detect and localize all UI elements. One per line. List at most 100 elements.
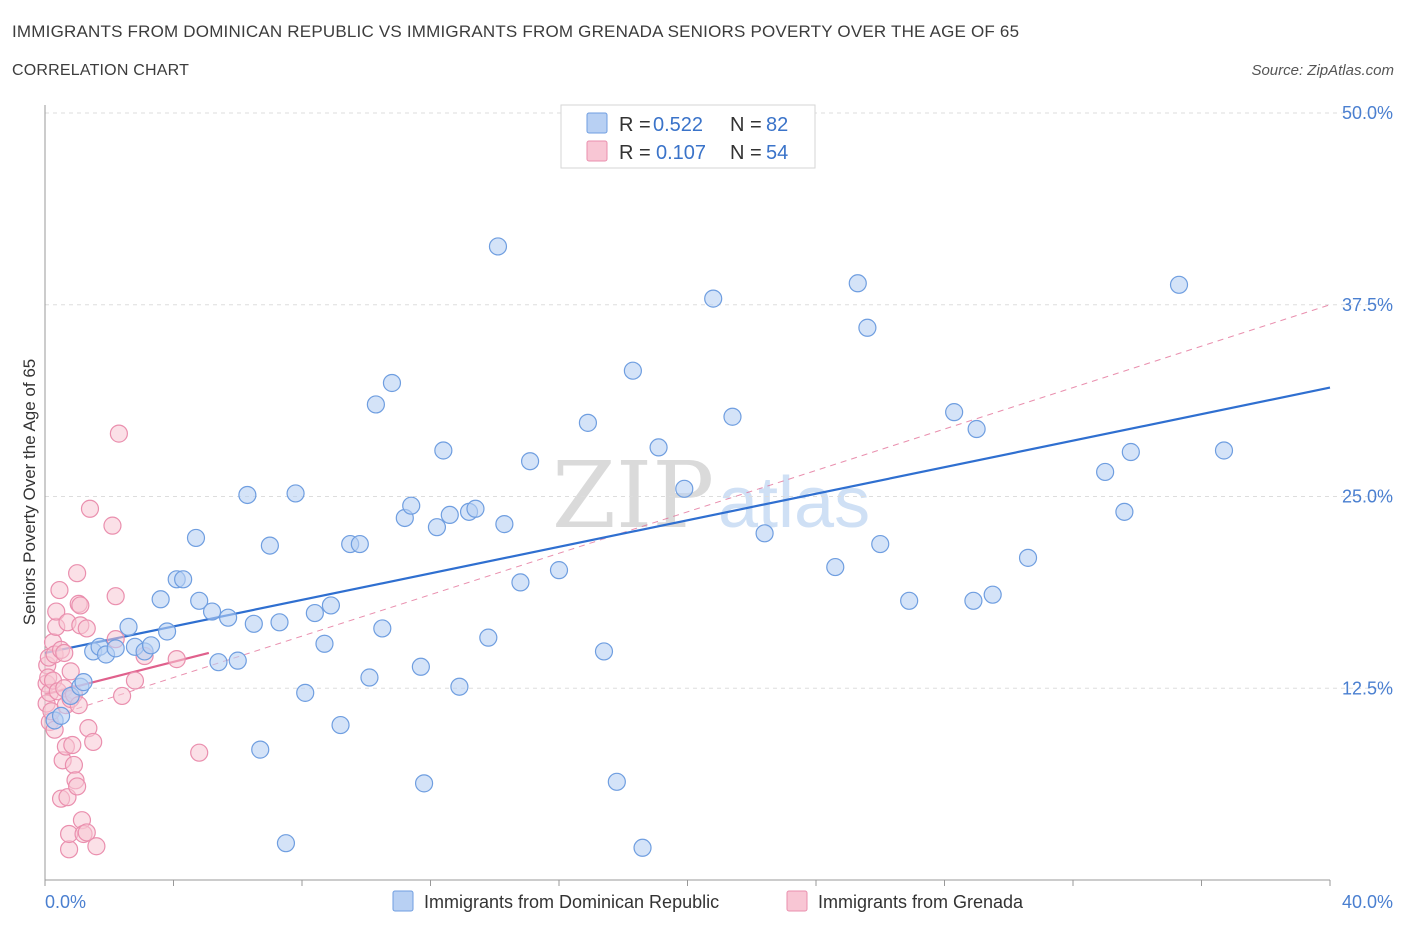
x-tick-label-min: 0.0% xyxy=(45,892,86,912)
dominican-point xyxy=(871,534,890,554)
dominican-point xyxy=(945,403,964,422)
y-tick-label: 50.0% xyxy=(1342,103,1393,123)
dominican-point xyxy=(202,602,222,621)
dominican-point xyxy=(520,452,540,471)
dominican-point xyxy=(1121,442,1140,462)
dominican-point xyxy=(450,677,469,696)
grenada-point xyxy=(109,424,128,443)
dominican-point xyxy=(858,318,877,337)
gridlines xyxy=(45,112,1390,689)
dominican-points xyxy=(45,237,1234,857)
dominican-point xyxy=(649,438,668,457)
y-tick-label: 25.0% xyxy=(1342,487,1393,507)
legend-item-grenada: Immigrants from Grenada xyxy=(818,892,1024,912)
dominican-point xyxy=(1169,275,1189,294)
grenada-point xyxy=(167,650,186,669)
dominican-point xyxy=(495,515,514,534)
dominican-point xyxy=(190,591,209,610)
legend-item-dominican-swatch xyxy=(392,890,414,912)
source-credit: Source: ZipAtlas.com xyxy=(1251,62,1394,79)
dominican-point xyxy=(967,419,986,439)
dominican-point xyxy=(286,484,305,503)
dominican-point xyxy=(244,614,263,633)
grenada-point xyxy=(77,619,96,638)
dominican-point xyxy=(106,639,125,658)
legend-item-dominican: Immigrants from Dominican Republic xyxy=(424,892,719,912)
dominican-point xyxy=(174,570,193,589)
grenada-point xyxy=(84,732,103,752)
grenada-point xyxy=(63,735,82,755)
dominican-point xyxy=(366,395,385,414)
dominican-point xyxy=(607,772,626,791)
grenada-point xyxy=(77,823,96,842)
dominican-point xyxy=(331,715,350,735)
grenada-point xyxy=(125,671,145,690)
legend-item-grenada-swatch xyxy=(786,890,808,912)
dominican-point xyxy=(51,706,71,725)
dominican-point xyxy=(440,505,459,525)
dominican-point xyxy=(238,485,257,505)
x-tick-label-max: 40.0% xyxy=(1342,892,1393,912)
grenada-point xyxy=(190,743,209,762)
dominican-point xyxy=(186,528,206,548)
dominican-point xyxy=(350,534,369,554)
dominican-point xyxy=(900,591,919,610)
dominican-point xyxy=(1115,502,1134,521)
grenada-point xyxy=(71,596,90,615)
dominican-point xyxy=(219,608,238,627)
dominican-point xyxy=(704,289,723,308)
grenada-point xyxy=(80,499,100,518)
dominican-point xyxy=(826,557,845,577)
dominican-point xyxy=(983,585,1002,604)
dominican-trend-line xyxy=(44,386,1331,655)
dominican-point xyxy=(549,561,569,580)
legend-n-label-pink: N = xyxy=(730,142,762,164)
grenada-points xyxy=(37,424,209,859)
dominican-point xyxy=(276,834,296,853)
dominican-point xyxy=(119,617,138,636)
legend-n-label-blue: N = xyxy=(730,114,762,136)
grenada-point xyxy=(61,662,80,681)
grenada-point xyxy=(59,840,79,859)
dominican-point xyxy=(633,838,652,857)
dominican-point xyxy=(402,496,421,515)
dominican-point xyxy=(623,361,642,380)
dominican-point xyxy=(360,668,379,687)
legend-n-value-blue: 82 xyxy=(766,114,788,136)
dominican-point xyxy=(1214,441,1234,460)
grenada-point xyxy=(87,837,106,856)
dominican-point xyxy=(411,657,430,676)
y-axis-title: Seniors Poverty Over the Age of 65 xyxy=(20,359,39,625)
dominican-point xyxy=(414,774,434,793)
dominican-point xyxy=(675,479,694,498)
grenada-point xyxy=(50,580,69,600)
dominican-point xyxy=(151,590,170,609)
legend-r-label-pink: R = xyxy=(619,142,651,164)
grenada-point xyxy=(103,516,122,535)
grenada-point xyxy=(106,587,125,606)
grenada-point xyxy=(112,686,132,706)
chart-subtitle: CORRELATION CHART xyxy=(12,62,190,79)
series-legend: Immigrants from Dominican Republic Immig… xyxy=(392,890,1024,912)
dominican-point xyxy=(373,619,392,638)
chart-title: IMMIGRANTS FROM DOMINICAN REPUBLIC VS IM… xyxy=(12,22,1020,41)
y-tick-label: 12.5% xyxy=(1342,678,1393,698)
legend-r-value-blue: 0.522 xyxy=(653,114,703,136)
dominican-point xyxy=(511,573,530,592)
dominican-point xyxy=(964,591,983,610)
grenada-point xyxy=(47,602,66,621)
dominican-point xyxy=(755,524,774,543)
legend-r-label-blue: R = xyxy=(619,114,651,136)
dominican-point xyxy=(296,683,315,702)
dominican-point xyxy=(466,499,485,518)
legend-swatch-pink xyxy=(586,140,608,162)
dominican-point xyxy=(270,613,289,632)
stats-legend: R = 0.522 N = 82 R = 0.107 N = 54 xyxy=(560,104,816,169)
legend-r-value-pink: 0.107 xyxy=(656,142,706,164)
grenada-point xyxy=(68,777,87,796)
x-axis-ticks xyxy=(44,880,1331,886)
dominican-point xyxy=(315,634,334,653)
dominican-point xyxy=(228,651,247,670)
dominican-point xyxy=(594,642,614,661)
